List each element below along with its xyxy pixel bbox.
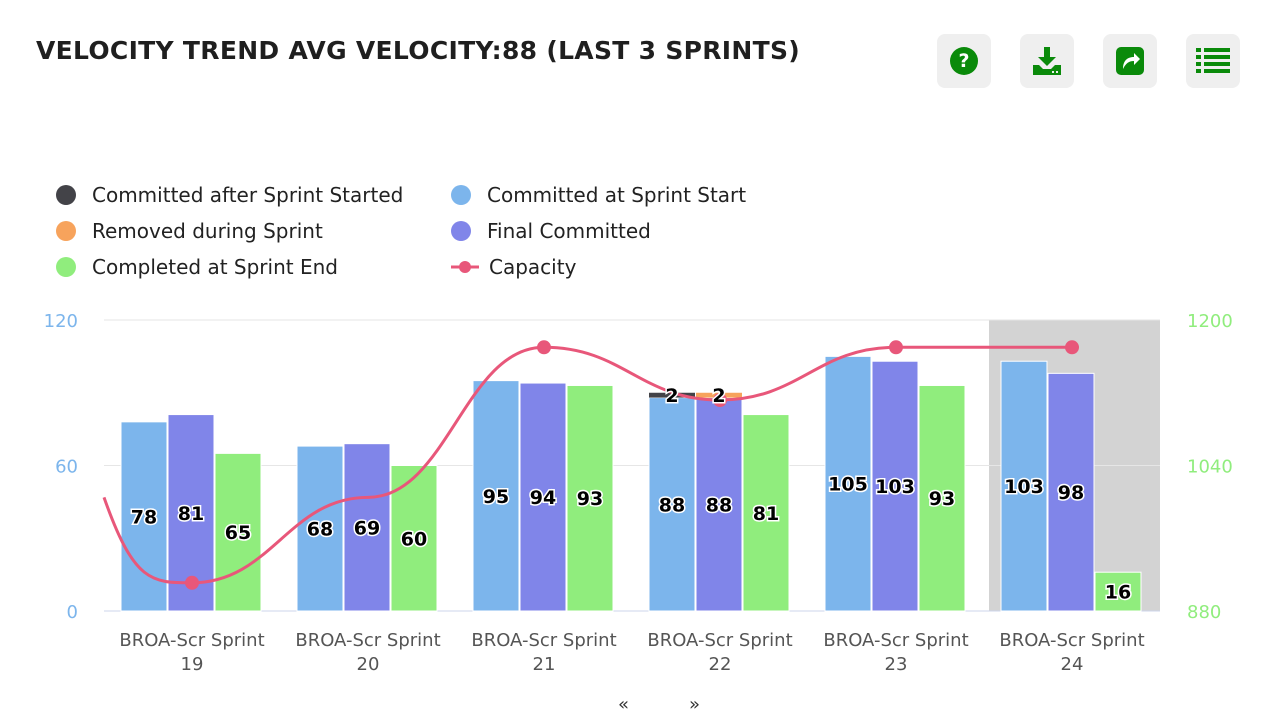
data-label: 69: [354, 517, 380, 539]
y-left-tick-label: 60: [55, 457, 78, 478]
bar-completed-at-sprint-end: [1094, 571, 1142, 612]
legend-dot-icon: [451, 221, 471, 241]
data-label: 2: [712, 385, 725, 407]
data-label: 65: [225, 522, 251, 544]
bar-completed-at-sprint-end: [742, 414, 790, 612]
bar-final-committed: [343, 443, 391, 612]
data-label: 68: [307, 519, 333, 541]
data-label: 93: [577, 488, 603, 510]
list-icon: [1196, 48, 1230, 73]
capacity-point: [185, 575, 199, 590]
y-right-tick-label: 880: [1187, 602, 1221, 623]
toolbar: ?: [937, 34, 1240, 88]
legend-item-completed[interactable]: Completed at Sprint End: [56, 254, 451, 280]
download-icon: [1033, 47, 1061, 75]
bar-completed-at-sprint-end: [566, 384, 614, 612]
legend-label: Committed at Sprint Start: [487, 183, 747, 207]
bar-committed-after-sprint-started: [649, 392, 695, 398]
x-tick-label: BROA-Scr Sprint: [823, 630, 968, 651]
legend-item-committed-start[interactable]: Committed at Sprint Start: [451, 182, 751, 208]
legend-item-capacity[interactable]: Capacity: [451, 254, 751, 280]
prev-page-button[interactable]: «: [618, 694, 630, 715]
x-tick-label: 23: [885, 654, 908, 675]
data-label: 98: [1058, 482, 1084, 504]
x-tick-label: 20: [357, 654, 380, 675]
legend-dot-icon: [451, 185, 471, 205]
share-button[interactable]: [1103, 34, 1157, 88]
bar-committed-at-sprint-start: [824, 355, 872, 612]
bar-final-committed: [167, 414, 215, 612]
bar-final-committed: [519, 382, 567, 612]
chart-legend: Committed after Sprint Started Committed…: [56, 182, 751, 280]
x-tick-label: BROA-Scr Sprint: [647, 630, 792, 651]
bar-removed-during-sprint: [696, 392, 742, 398]
capacity-point: [1065, 340, 1079, 355]
bar-final-committed: [1047, 372, 1095, 612]
bar-committed-at-sprint-start: [296, 445, 344, 612]
help-icon: ?: [950, 47, 978, 75]
capacity-line: [102, 345, 1072, 585]
bar-completed-at-sprint-end: [918, 384, 966, 612]
capacity-point: [537, 340, 551, 355]
data-label: 105: [828, 474, 868, 496]
data-label: 78: [131, 506, 157, 528]
data-label: 81: [178, 503, 204, 525]
help-button[interactable]: ?: [937, 34, 991, 88]
legend-dot-icon: [56, 221, 76, 241]
data-label: 103: [1004, 476, 1044, 498]
legend-line-marker-icon: [451, 261, 479, 273]
data-label: 2: [665, 385, 678, 407]
data-label: 81: [753, 503, 779, 525]
capacity-point: [889, 340, 903, 355]
x-tick-label: BROA-Scr Sprint: [119, 630, 264, 651]
capacity-point: [713, 393, 727, 408]
svg-text:?: ?: [958, 50, 969, 72]
legend-label: Final Committed: [487, 219, 651, 243]
bar-committed-at-sprint-start: [472, 380, 520, 612]
bar-completed-at-sprint-end: [214, 452, 262, 612]
bar-final-committed: [871, 360, 919, 612]
y-left-tick-label: 0: [67, 602, 78, 623]
x-tick-label: BROA-Scr Sprint: [295, 630, 440, 651]
legend-item-removed[interactable]: Removed during Sprint: [56, 218, 451, 244]
data-label: 16: [1105, 582, 1131, 604]
next-page-button[interactable]: »: [689, 694, 701, 715]
data-label: 93: [929, 488, 955, 510]
legend-dot-icon: [56, 185, 76, 205]
x-tick-label: BROA-Scr Sprint: [471, 630, 616, 651]
bar-committed-at-sprint-start: [648, 397, 696, 612]
legend-label: Capacity: [489, 255, 577, 279]
data-label: 103: [875, 476, 915, 498]
x-tick-label: 21: [533, 654, 556, 675]
x-tick-label: BROA-Scr Sprint: [999, 630, 1144, 651]
legend-label: Committed after Sprint Started: [92, 183, 404, 207]
legend-item-committed-after[interactable]: Committed after Sprint Started: [56, 182, 451, 208]
data-label: 88: [706, 494, 732, 516]
y-right-tick-label: 1040: [1187, 457, 1233, 478]
highlight-band: [989, 320, 1160, 611]
x-tick-label: 24: [1061, 654, 1084, 675]
data-label: 94: [530, 487, 556, 509]
legend-label: Removed during Sprint: [92, 219, 323, 243]
download-button[interactable]: [1020, 34, 1074, 88]
legend-dot-icon: [56, 257, 76, 277]
bar-final-committed: [695, 397, 743, 612]
legend-item-final-committed[interactable]: Final Committed: [451, 218, 751, 244]
data-label: 60: [401, 528, 427, 550]
data-table-button[interactable]: [1186, 34, 1240, 88]
y-right-tick-label: 1200: [1187, 311, 1233, 332]
bar-committed-at-sprint-start: [1000, 360, 1048, 612]
y-left-tick-label: 120: [44, 311, 78, 332]
bar-committed-at-sprint-start: [120, 421, 168, 612]
x-tick-label: 19: [181, 654, 204, 675]
data-label: 95: [483, 486, 509, 508]
legend-label: Completed at Sprint End: [92, 255, 338, 279]
share-icon: [1116, 47, 1144, 75]
page-title: VELOCITY TREND AVG VELOCITY:88 (LAST 3 S…: [36, 36, 801, 65]
bar-completed-at-sprint-end: [390, 465, 438, 612]
x-tick-label: 22: [709, 654, 732, 675]
data-label: 88: [659, 494, 685, 516]
